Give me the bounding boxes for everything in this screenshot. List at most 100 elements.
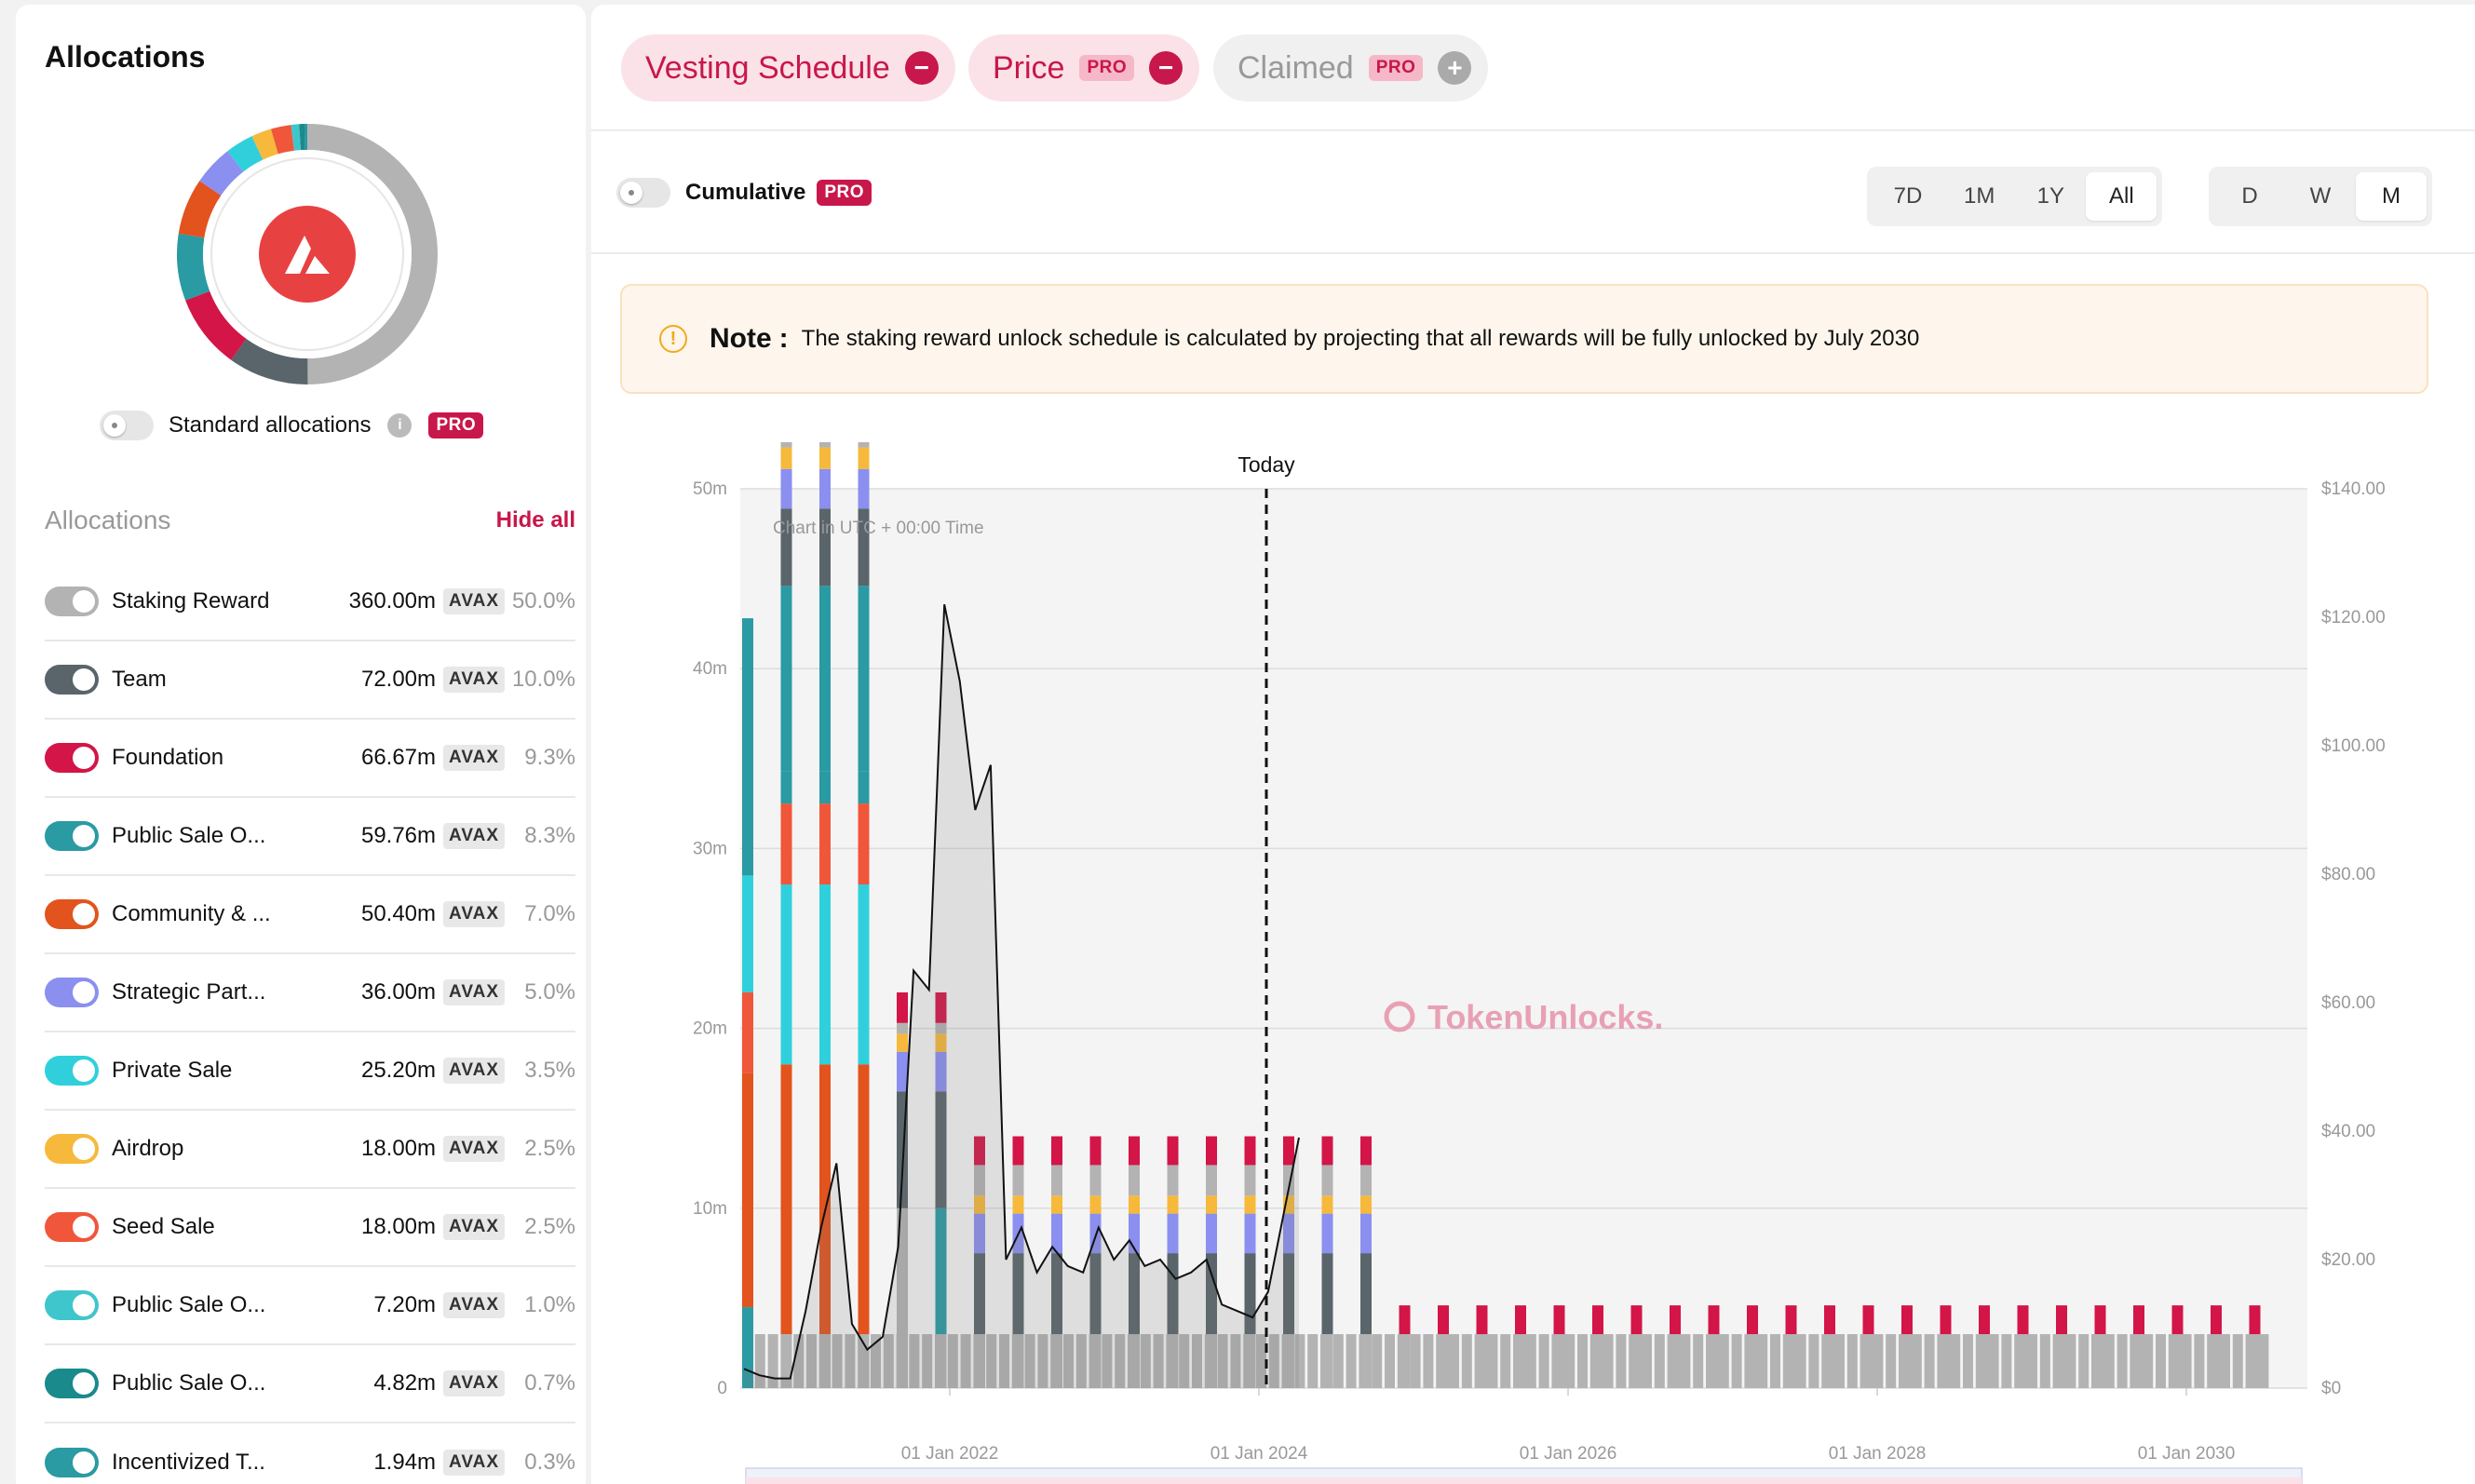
staking-bar[interactable] (845, 1334, 856, 1388)
staking-bar[interactable] (1268, 1334, 1279, 1388)
bar-segment[interactable] (780, 447, 792, 469)
cumulative-toggle[interactable] (616, 178, 670, 208)
donut-segment[interactable] (251, 128, 278, 160)
bar-segment[interactable] (897, 1033, 908, 1052)
staking-bar[interactable] (1063, 1334, 1074, 1388)
bar-segment[interactable] (974, 1213, 985, 1254)
staking-bar[interactable] (1153, 1334, 1164, 1388)
bar-segment[interactable] (1206, 1213, 1217, 1254)
bar-segment[interactable] (935, 1207, 947, 1335)
staking-bar[interactable] (947, 1334, 958, 1388)
bar-segment[interactable] (2249, 1305, 2261, 1335)
staking-bar[interactable] (1731, 1334, 1742, 1388)
bar-segment[interactable] (1862, 1334, 1874, 1388)
bar-segment[interactable] (2094, 1305, 2106, 1335)
bar-segment[interactable] (742, 1073, 753, 1308)
tab-vesting-schedule[interactable]: Vesting Schedule − (621, 34, 955, 101)
bar-segment[interactable] (1747, 1334, 1758, 1388)
bar-segment[interactable] (1129, 1136, 1140, 1166)
bar-segment[interactable] (819, 586, 831, 772)
staking-bar[interactable] (909, 1334, 920, 1388)
bar-segment[interactable] (1089, 1136, 1102, 1166)
bar-segment[interactable] (858, 803, 870, 885)
staking-bar[interactable] (1115, 1334, 1126, 1388)
bar-segment[interactable] (819, 442, 831, 448)
bar-segment[interactable] (2017, 1305, 2029, 1335)
bar-segment[interactable] (2094, 1334, 2106, 1388)
bar-segment[interactable] (1670, 1334, 1681, 1388)
bar-segment[interactable] (2056, 1334, 2067, 1388)
bar-segment[interactable] (1089, 1165, 1102, 1196)
staking-bar[interactable] (2181, 1334, 2192, 1388)
bar-segment[interactable] (974, 1165, 985, 1196)
allocation-toggle[interactable] (45, 821, 99, 851)
bar-segment[interactable] (1360, 1213, 1372, 1254)
tab-price[interactable]: Price PRO − (968, 34, 1200, 101)
bar-segment[interactable] (1824, 1305, 1835, 1335)
bar-segment[interactable] (1592, 1305, 1603, 1335)
bar-segment[interactable] (1206, 1165, 1217, 1196)
staking-bar[interactable] (1500, 1334, 1511, 1388)
staking-bar[interactable] (1140, 1334, 1151, 1388)
bar-segment[interactable] (1940, 1305, 1952, 1335)
bar-segment[interactable] (1051, 1253, 1062, 1335)
staking-bar[interactable] (1873, 1334, 1884, 1388)
price-line[interactable] (743, 604, 1300, 1380)
staking-bar[interactable] (2117, 1334, 2128, 1388)
granularity-m[interactable]: M (2356, 172, 2427, 221)
range-1y[interactable]: 1Y (2036, 183, 2065, 209)
bar-segment[interactable] (1051, 1213, 1062, 1254)
bar-segment[interactable] (1708, 1334, 1720, 1388)
staking-bar[interactable] (1603, 1334, 1614, 1388)
bar-segment[interactable] (1901, 1334, 1913, 1388)
bar-segment[interactable] (780, 1064, 792, 1335)
bar-segment[interactable] (1360, 1334, 1372, 1388)
bar-segment[interactable] (858, 442, 870, 448)
staking-bar[interactable] (1192, 1334, 1202, 1388)
bar-segment[interactable] (1515, 1334, 1526, 1388)
staking-bar[interactable] (999, 1334, 1009, 1388)
bar-segment[interactable] (1940, 1334, 1952, 1388)
allocation-toggle[interactable] (45, 665, 99, 695)
bar-segment[interactable] (2171, 1334, 2184, 1388)
bar-segment[interactable] (1051, 1334, 1062, 1388)
bar-segment[interactable] (974, 1334, 985, 1388)
staking-bar[interactable] (832, 1334, 843, 1388)
bar-segment[interactable] (1360, 1136, 1372, 1166)
bar-segment[interactable] (1360, 1253, 1372, 1335)
add-series-icon[interactable]: + (1438, 51, 1472, 85)
bar-segment[interactable] (1321, 1136, 1333, 1166)
bar-segment[interactable] (858, 884, 870, 1065)
staking-bar[interactable] (1024, 1334, 1035, 1388)
bar-segment[interactable] (1321, 1213, 1333, 1254)
staking-bar[interactable] (793, 1334, 805, 1388)
staking-bar[interactable] (1988, 1334, 1999, 1388)
staking-bar[interactable] (1423, 1334, 1434, 1388)
staking-bar[interactable] (1075, 1334, 1087, 1388)
bar-segment[interactable] (935, 992, 947, 1023)
range-all[interactable]: All (2086, 172, 2157, 221)
bar-segment[interactable] (1012, 1165, 1024, 1196)
staking-bar[interactable] (871, 1334, 881, 1388)
allocation-toggle[interactable] (45, 1134, 99, 1164)
bar-segment[interactable] (1321, 1165, 1333, 1196)
bar-segment[interactable] (1360, 1195, 1372, 1214)
staking-bar[interactable] (2156, 1334, 2166, 1388)
bar-segment[interactable] (1321, 1195, 1333, 1214)
staking-bar[interactable] (1385, 1334, 1395, 1388)
staking-bar[interactable] (1757, 1334, 1768, 1388)
staking-bar[interactable] (2258, 1334, 2269, 1388)
allocation-toggle[interactable] (45, 1212, 99, 1242)
staking-bar[interactable] (1487, 1334, 1498, 1388)
staking-bar[interactable] (1680, 1334, 1691, 1388)
bar-segment[interactable] (1244, 1195, 1256, 1214)
bar-segment[interactable] (858, 468, 870, 509)
allocation-toggle[interactable] (45, 1448, 99, 1477)
bar-segment[interactable] (1051, 1195, 1062, 1214)
bar-segment[interactable] (1129, 1253, 1140, 1335)
bar-segment[interactable] (1167, 1195, 1179, 1214)
allocation-toggle[interactable] (45, 1056, 99, 1086)
bar-segment[interactable] (1051, 1165, 1062, 1196)
bar-segment[interactable] (1206, 1253, 1217, 1335)
bar-segment[interactable] (1283, 1334, 1294, 1388)
